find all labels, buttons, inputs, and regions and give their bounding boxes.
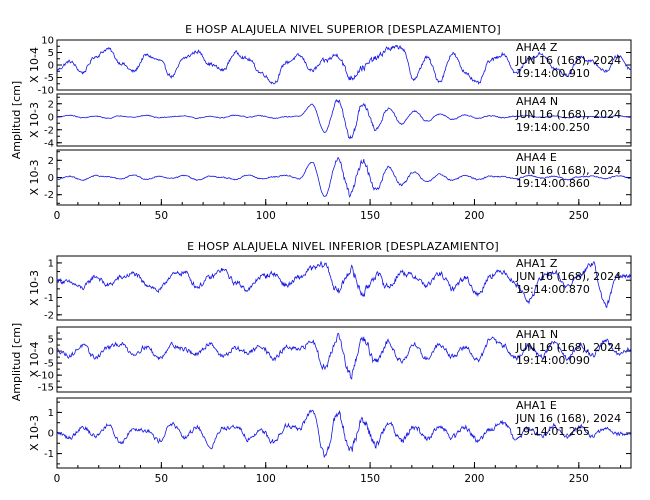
panel-title-superior: E HOSP ALAJUELA NIVEL SUPERIOR [DESPLAZA…	[185, 23, 501, 36]
ylabel-inferior: Amplitud [cm]	[10, 323, 23, 401]
x-axis-inferior: 0 50 100 150 200 250	[54, 462, 622, 485]
sup-aha4-z-scale-label: X 10-4	[28, 47, 41, 83]
sup-aha4-e-time-label: 19:14:00.860	[516, 177, 590, 190]
inf-aha1-n-time-label: 19:14:00.090	[516, 354, 590, 367]
sup-aha4-z-ytick-label: -10	[38, 86, 54, 97]
sup-aha4-z-ytick-label: 5	[48, 48, 54, 59]
inf-aha1-z-date-label: JUN 16 (168), 2024	[515, 270, 621, 283]
inf-aha1-n-scale-label: X 10-4	[28, 342, 41, 378]
inf-aha1-z-time-label: 19:14:00.870	[516, 283, 590, 296]
sup-aha4-z-ytick-label: -5	[44, 73, 54, 84]
sup-aha4-z-station-label: AHA4 Z	[516, 41, 558, 54]
inf-aha1-n-trace	[56, 332, 632, 380]
xtick-label: 150	[360, 473, 380, 485]
sup-aha4-n-date-label: JUN 16 (168), 2024	[515, 108, 621, 121]
inf-aha1-n-frame	[56, 326, 632, 393]
sup-aha4-n-scale-label: X 10-3	[28, 102, 41, 138]
inf-aha1-z-station-label: AHA1 Z	[516, 257, 558, 270]
sup-aha4-n-time-label: 19:14:00.250	[516, 121, 590, 134]
sup-aha4-z-date-label: JUN 16 (168), 2024	[515, 54, 621, 67]
inf-aha1-e-ytick-label: -1	[44, 449, 54, 460]
sup-aha4-n-ytick-label: -2	[44, 125, 54, 136]
inf-aha1-e-time-label: 19:14:01.265	[516, 425, 590, 438]
sup-aha4-n-ytick-label: 0	[48, 112, 54, 123]
sup-aha4-z-ytick-label: 10	[41, 36, 54, 47]
sup-aha4-e-ytick-label: -2	[44, 190, 54, 201]
sup-aha4-e-ytick-label: 2	[48, 156, 54, 167]
inf-aha1-e-date-label: JUN 16 (168), 2024	[515, 412, 621, 425]
inf-aha1-e-ytick-label: 1	[48, 408, 54, 419]
sup-aha4-z-ytick-label: 0	[48, 61, 54, 72]
sup-aha4-n-ytick-label: -4	[44, 138, 54, 149]
sup-aha4-e-station-label: AHA4 E	[516, 151, 557, 164]
xtick-label: 250	[569, 473, 589, 485]
inf-aha1-n-ytick-label: -10	[38, 371, 54, 382]
inf-aha1-n-ytick-label: 5	[48, 335, 54, 346]
inf-aha1-e-ytick-label: 0	[48, 429, 54, 440]
sup-aha4-z-trace	[56, 44, 632, 85]
inf-aha1-n-ytick-label: -5	[44, 359, 54, 370]
panel-title-inferior: E HOSP ALAJUELA NIVEL INFERIOR [DESPLAZA…	[187, 240, 499, 253]
xtick-label: 200	[464, 210, 484, 222]
inf-aha1-z-frame	[56, 255, 632, 321]
inf-aha1-n-date-label: JUN 16 (168), 2024	[515, 341, 621, 354]
sup-aha4-n-trace	[56, 98, 631, 140]
xtick-label: 0	[54, 210, 61, 222]
sup-aha4-e-ytick-label: 0	[48, 173, 54, 184]
sup-aha4-e-date-label: JUN 16 (168), 2024	[515, 164, 621, 177]
inf-aha1-e-trace	[56, 409, 632, 459]
xtick-label: 50	[155, 473, 168, 485]
ylabel-superior: Amplitud [cm]	[10, 81, 23, 159]
inf-aha1-z-ytick-label: 0	[48, 276, 54, 287]
xtick-label: 200	[464, 473, 484, 485]
xtick-label: 50	[155, 210, 168, 222]
xtick-label: 250	[569, 210, 589, 222]
xtick-label: 100	[256, 473, 276, 485]
sup-aha4-n-station-label: AHA4 N	[516, 95, 558, 108]
sup-aha4-e-trace	[56, 156, 632, 198]
sup-aha4-e-scale-label: X 10-3	[28, 160, 41, 196]
x-axis-superior: 0 50 100 150 200 250	[54, 199, 622, 222]
inf-aha1-n-station-label: AHA1 N	[516, 328, 558, 341]
sup-aha4-z-time-label: 19:14:00.910	[516, 67, 590, 80]
inf-aha1-e-scale-label: X 10-3	[28, 415, 41, 451]
inf-aha1-z-ytick-label: 1	[48, 258, 54, 269]
inf-aha1-z-trace	[56, 260, 632, 309]
xtick-label: 150	[360, 210, 380, 222]
sup-aha4-n-frame	[56, 93, 632, 147]
sup-aha4-n-ytick-label: 2	[48, 99, 54, 110]
inf-aha1-n-ytick-label: 0	[48, 347, 54, 358]
inf-aha1-n-ytick-label: -15	[38, 383, 54, 394]
xtick-label: 100	[256, 210, 276, 222]
inf-aha1-z-scale-label: X 10-3	[28, 270, 41, 306]
inf-aha1-e-station-label: AHA1 E	[516, 399, 557, 412]
xtick-label: 0	[54, 473, 61, 485]
inf-aha1-z-ytick-label: -2	[44, 310, 54, 321]
inf-aha1-z-ytick-label: -1	[44, 293, 54, 304]
